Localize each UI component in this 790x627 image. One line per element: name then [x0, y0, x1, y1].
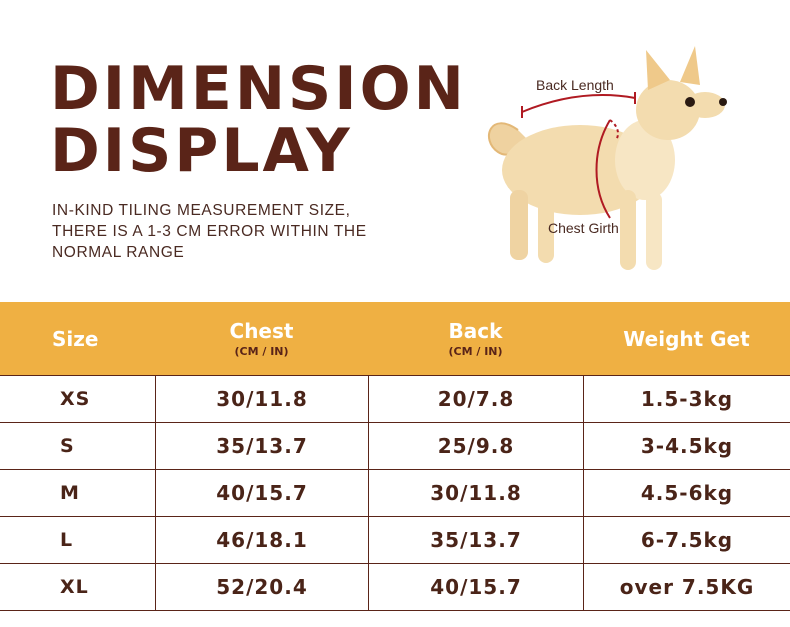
cell-back: 40/15.7 — [368, 564, 583, 610]
chest-girth-label: Chest Girth — [548, 220, 619, 236]
back-length-label: Back Length — [536, 77, 614, 93]
title-line-1: DIMENSION — [50, 54, 467, 124]
cell-chest: 35/13.7 — [155, 423, 368, 469]
header-size: Size — [52, 326, 99, 351]
cell-back: 30/11.8 — [368, 470, 583, 516]
cell-chest: 30/11.8 — [155, 376, 368, 422]
table-row: L 46/18.1 35/13.7 6-7.5kg — [0, 517, 790, 564]
header-back: Back (CM / IN) — [368, 319, 583, 358]
page-title: DIMENSION DISPLAY — [50, 58, 467, 182]
note-line-2: THERE IS A 1-3 CM ERROR WITHIN THE — [52, 223, 367, 240]
cell-weight: over 7.5KG — [583, 564, 790, 610]
cell-size: L — [60, 529, 74, 551]
header-chest: Chest (CM / IN) — [155, 319, 368, 358]
table-row: S 35/13.7 25/9.8 3-4.5kg — [0, 423, 790, 470]
header-back-unit: (CM / IN) — [448, 345, 503, 358]
header-weight: Weight Get — [623, 326, 750, 351]
dog-icon — [488, 46, 727, 270]
table-row: XS 30/11.8 20/7.8 1.5-3kg — [0, 375, 790, 423]
header-chest-label: Chest — [229, 319, 294, 343]
cell-weight: 4.5-6kg — [583, 470, 790, 516]
cell-chest: 52/20.4 — [155, 564, 368, 610]
note-line-3: NORMAL RANGE — [52, 244, 185, 261]
cell-size: S — [60, 435, 75, 457]
title-line-2: DISPLAY — [50, 116, 353, 186]
table-header: Size Chest (CM / IN) Back (CM / IN) Weig… — [0, 302, 790, 375]
cell-size: XL — [60, 576, 89, 598]
header-back-label: Back — [448, 319, 503, 343]
cell-back: 20/7.8 — [368, 376, 583, 422]
cell-size: M — [60, 482, 80, 504]
cell-back: 25/9.8 — [368, 423, 583, 469]
table-row: XL 52/20.4 40/15.7 over 7.5KG — [0, 564, 790, 611]
cell-size: XS — [60, 388, 91, 410]
table-body: XS 30/11.8 20/7.8 1.5-3kg S 35/13.7 25/9… — [0, 375, 790, 611]
cell-weight: 6-7.5kg — [583, 517, 790, 563]
cell-weight: 3-4.5kg — [583, 423, 790, 469]
measurement-note: IN-KIND TILING MEASUREMENT SIZE, THERE I… — [52, 200, 412, 263]
table-row: M 40/15.7 30/11.8 4.5-6kg — [0, 470, 790, 517]
cell-chest: 40/15.7 — [155, 470, 368, 516]
header-chest-unit: (CM / IN) — [234, 345, 289, 358]
dog-illustration: Back Length Chest Girth — [470, 40, 770, 290]
cell-weight: 1.5-3kg — [583, 376, 790, 422]
note-line-1: IN-KIND TILING MEASUREMENT SIZE, — [52, 202, 351, 219]
cell-chest: 46/18.1 — [155, 517, 368, 563]
cell-back: 35/13.7 — [368, 517, 583, 563]
size-table: Size Chest (CM / IN) Back (CM / IN) Weig… — [0, 302, 790, 611]
